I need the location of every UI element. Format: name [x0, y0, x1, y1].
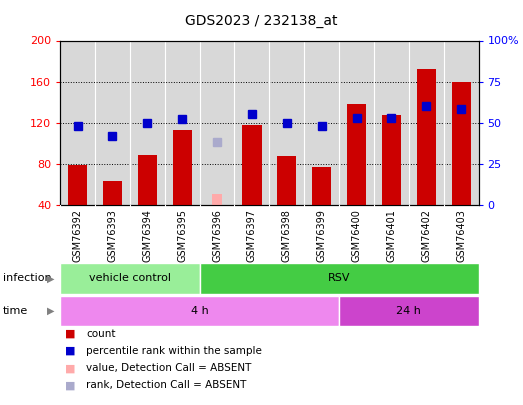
Bar — [312, 166, 331, 205]
Text: GDS2023 / 232138_at: GDS2023 / 232138_at — [185, 14, 338, 28]
Text: ▶: ▶ — [48, 306, 55, 316]
Bar — [347, 104, 366, 205]
Bar — [339, 296, 479, 326]
Text: percentile rank within the sample: percentile rank within the sample — [86, 346, 262, 356]
Text: time: time — [3, 306, 28, 316]
Bar — [451, 81, 471, 205]
Text: ▶: ▶ — [48, 273, 55, 283]
Text: vehicle control: vehicle control — [89, 273, 171, 283]
Bar — [60, 296, 339, 326]
Text: GSM76398: GSM76398 — [282, 209, 292, 262]
Text: GSM76401: GSM76401 — [386, 209, 396, 262]
Text: GSM76403: GSM76403 — [456, 209, 466, 262]
Text: ■: ■ — [65, 346, 76, 356]
Text: rank, Detection Call = ABSENT: rank, Detection Call = ABSENT — [86, 380, 247, 390]
Text: GSM76399: GSM76399 — [316, 209, 327, 262]
Text: GSM76402: GSM76402 — [421, 209, 431, 262]
Bar — [212, 194, 222, 205]
Text: value, Detection Call = ABSENT: value, Detection Call = ABSENT — [86, 363, 252, 373]
Text: ■: ■ — [65, 363, 76, 373]
Text: GSM76394: GSM76394 — [142, 209, 152, 262]
Bar — [417, 69, 436, 205]
Text: GSM76395: GSM76395 — [177, 209, 187, 262]
Bar — [382, 115, 401, 205]
Text: infection: infection — [3, 273, 51, 283]
Bar — [60, 263, 200, 294]
Text: ■: ■ — [65, 380, 76, 390]
Text: GSM76396: GSM76396 — [212, 209, 222, 262]
Text: GSM76397: GSM76397 — [247, 209, 257, 262]
Bar — [138, 155, 157, 205]
Text: GSM76393: GSM76393 — [107, 209, 118, 262]
Text: ■: ■ — [65, 329, 76, 339]
Bar — [200, 263, 479, 294]
Text: count: count — [86, 329, 116, 339]
Text: GSM76400: GSM76400 — [351, 209, 361, 262]
Text: GSM76392: GSM76392 — [73, 209, 83, 262]
Bar — [277, 156, 297, 205]
Bar — [242, 125, 262, 205]
Bar — [103, 181, 122, 205]
Text: 24 h: 24 h — [396, 306, 421, 316]
Text: 4 h: 4 h — [191, 306, 209, 316]
Text: RSV: RSV — [328, 273, 350, 283]
Bar — [68, 164, 87, 205]
Bar — [173, 130, 192, 205]
